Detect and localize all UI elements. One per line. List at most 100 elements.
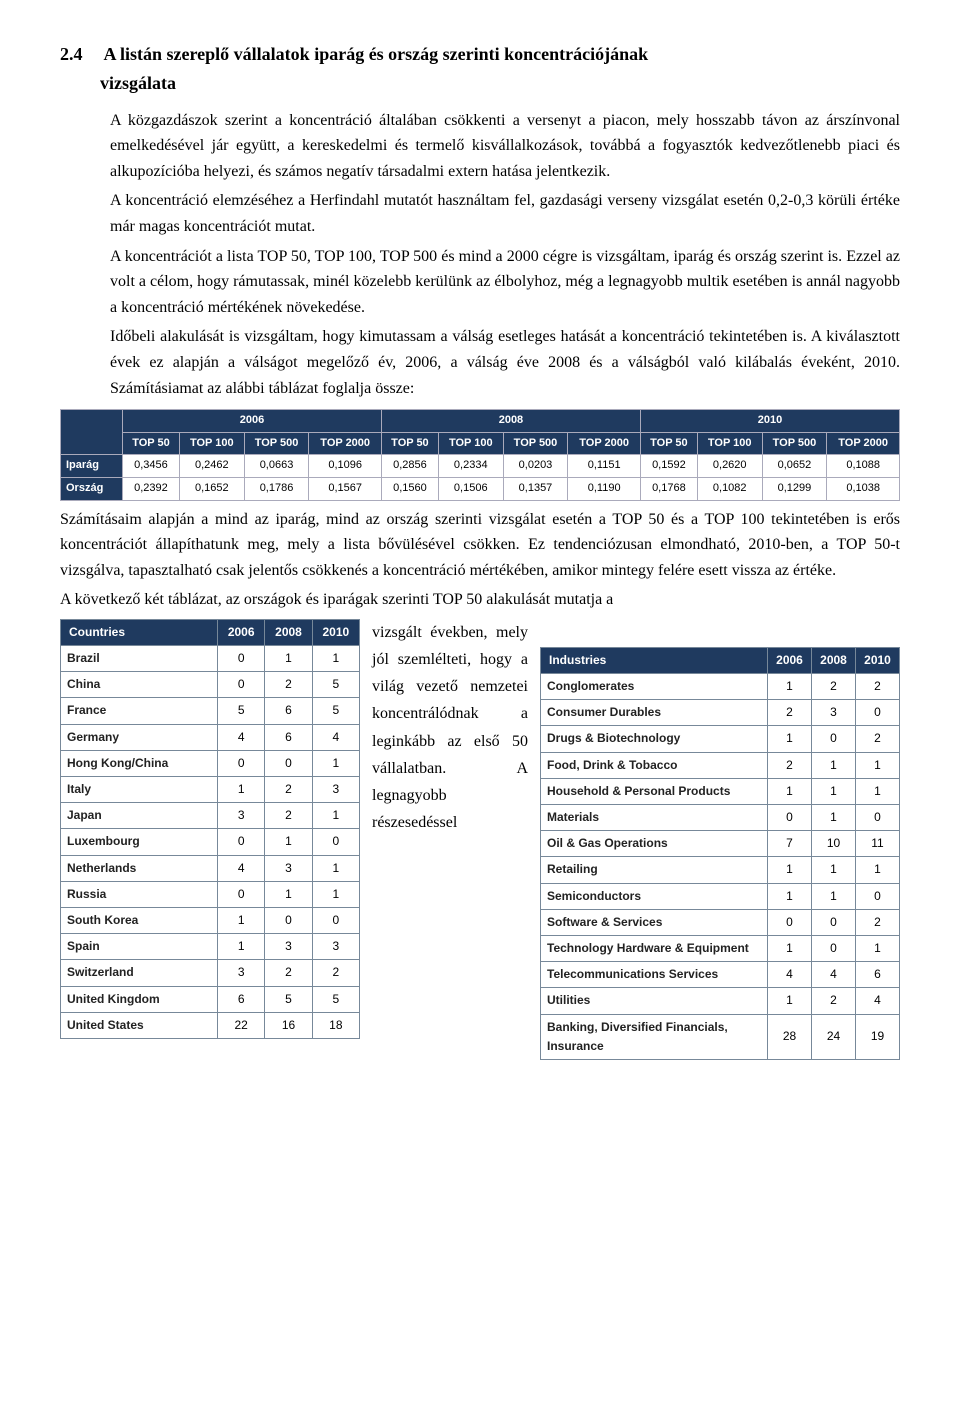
row-label: Retailing [541, 857, 768, 883]
cell: 0 [265, 907, 312, 933]
row-label: Iparág [61, 455, 123, 478]
cell: 0 [856, 700, 900, 726]
cell: 1 [312, 646, 359, 672]
cell: 0,1786 [244, 477, 309, 500]
cell: 0 [856, 805, 900, 831]
cell: 6 [856, 962, 900, 988]
cell: 0,1190 [568, 477, 641, 500]
cell: 1 [768, 778, 812, 804]
col-header: 2008 [812, 647, 856, 673]
cell: 0 [768, 909, 812, 935]
row-label: China [61, 672, 218, 698]
cell: 0,2620 [697, 455, 762, 478]
top-header: TOP 500 [762, 432, 827, 455]
cell: 6 [265, 698, 312, 724]
top-header: TOP 50 [123, 432, 180, 455]
row-label: France [61, 698, 218, 724]
cell: 0,1088 [827, 455, 900, 478]
cell: 6 [265, 724, 312, 750]
cell: 2 [856, 674, 900, 700]
industries-table: Industries200620082010 Conglomerates122C… [540, 647, 900, 1060]
cell: 0,2462 [179, 455, 244, 478]
countries-table: Countries200620082010 Brazil011China025F… [60, 619, 360, 1039]
row-label: Luxembourg [61, 829, 218, 855]
cell: 4 [768, 962, 812, 988]
row-label: United Kingdom [61, 986, 218, 1012]
heading-line2: vizsgálata [100, 73, 176, 93]
cell: 1 [312, 750, 359, 776]
top-header: TOP 100 [179, 432, 244, 455]
cell: 3 [218, 960, 265, 986]
row-label: Spain [61, 934, 218, 960]
cell: 5 [218, 698, 265, 724]
cell: 1 [812, 883, 856, 909]
cell: 24 [812, 1014, 856, 1059]
cell: 4 [218, 855, 265, 881]
cell: 2 [312, 960, 359, 986]
cell: 1 [768, 674, 812, 700]
cell: 10 [812, 831, 856, 857]
cell: 0,1652 [179, 477, 244, 500]
cell: 5 [312, 672, 359, 698]
cell: 1 [812, 805, 856, 831]
col-header: 2008 [265, 619, 312, 645]
cell: 0,2392 [123, 477, 180, 500]
paragraph: A koncentráció elemzéséhez a Herfindahl … [110, 188, 900, 239]
row-label: Consumer Durables [541, 700, 768, 726]
col-header: 2006 [768, 647, 812, 673]
cell: 4 [856, 988, 900, 1014]
year-header: 2008 [381, 410, 640, 433]
cell: 1 [265, 646, 312, 672]
cell: 2 [768, 752, 812, 778]
cell: 3 [265, 855, 312, 881]
row-label: Russia [61, 881, 218, 907]
row-label: Switzerland [61, 960, 218, 986]
cell: 0,0652 [762, 455, 827, 478]
top-header: TOP 50 [640, 432, 697, 455]
row-label: Hong Kong/China [61, 750, 218, 776]
col-header: 2010 [856, 647, 900, 673]
cell: 0,1506 [438, 477, 503, 500]
row-label: Drugs & Biotechnology [541, 726, 768, 752]
cell: 0,1357 [503, 477, 568, 500]
cell: 1 [265, 829, 312, 855]
cell: 0,1096 [309, 455, 382, 478]
row-label: Germany [61, 724, 218, 750]
row-label: Ország [61, 477, 123, 500]
cell: 0,2856 [381, 455, 438, 478]
cell: 0,1151 [568, 455, 641, 478]
row-label: Software & Services [541, 909, 768, 935]
row-label: Banking, Diversified Financials, Insuran… [541, 1014, 768, 1059]
cell: 1 [812, 752, 856, 778]
cell: 0 [218, 646, 265, 672]
col-header: 2006 [218, 619, 265, 645]
cell: 5 [265, 986, 312, 1012]
cell: 0 [812, 909, 856, 935]
cell: 28 [768, 1014, 812, 1059]
cell: 3 [312, 777, 359, 803]
cell: 0,1567 [309, 477, 382, 500]
top-header: TOP 100 [438, 432, 503, 455]
cell: 0 [218, 750, 265, 776]
row-label: Italy [61, 777, 218, 803]
section-heading: 2.4 A listán szereplő vállalatok iparág … [60, 40, 900, 98]
cell: 1 [218, 934, 265, 960]
row-label: Technology Hardware & Equipment [541, 935, 768, 961]
row-label: United States [61, 1012, 218, 1038]
cell: 2 [812, 988, 856, 1014]
cell: 2 [856, 909, 900, 935]
cell: 1 [856, 752, 900, 778]
cell: 0 [312, 907, 359, 933]
cell: 2 [265, 672, 312, 698]
row-label: Telecommunications Services [541, 962, 768, 988]
heading-line1: A listán szereplő vállalatok iparág és o… [104, 44, 649, 64]
cell: 1 [768, 935, 812, 961]
row-label: Japan [61, 803, 218, 829]
row-label: Materials [541, 805, 768, 831]
row-label: Food, Drink & Tobacco [541, 752, 768, 778]
paragraph: A közgazdászok szerint a koncentráció ál… [110, 108, 900, 185]
cell: 0,1038 [827, 477, 900, 500]
cell: 0,1299 [762, 477, 827, 500]
top-header: TOP 2000 [309, 432, 382, 455]
top-header: TOP 2000 [827, 432, 900, 455]
